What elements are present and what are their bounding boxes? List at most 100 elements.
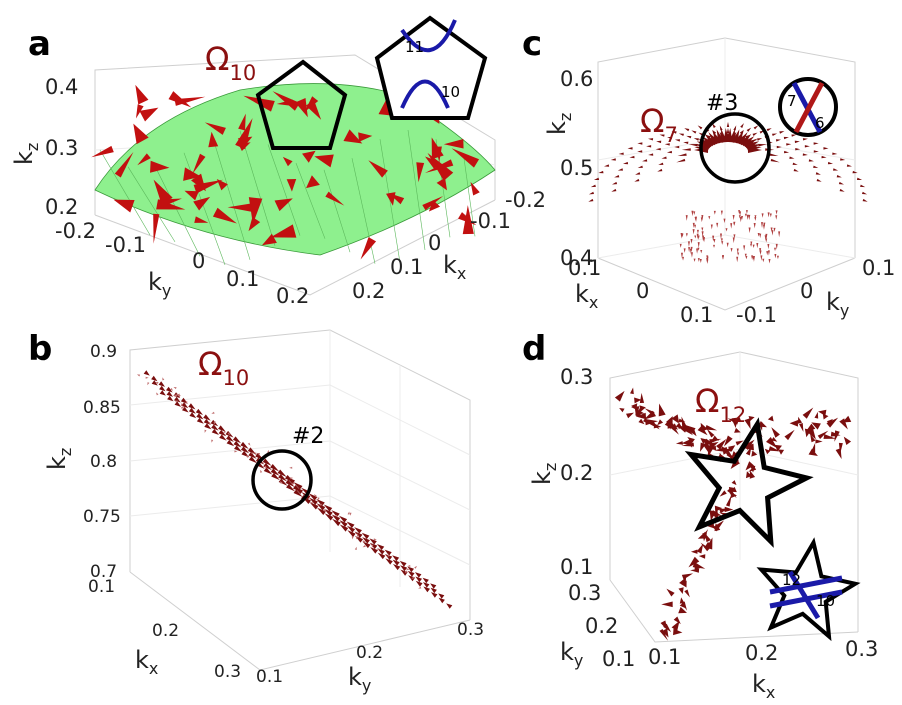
berry-arrow — [399, 560, 407, 567]
berry-arrow — [183, 167, 201, 181]
berry-arrow — [733, 125, 737, 131]
berry-arrow — [664, 143, 670, 146]
berry-arrow — [690, 429, 697, 437]
berry-arrow — [774, 247, 777, 252]
berry-arrow — [195, 408, 204, 416]
berry-arrow — [637, 142, 643, 145]
berry-arrow — [791, 134, 797, 137]
x-tick-c-0: 0.1 — [568, 256, 601, 280]
berry-arrow — [114, 152, 134, 178]
berry-arrow — [369, 542, 378, 550]
z-tick-b-4: 0.7 — [90, 562, 117, 582]
berry-arrow — [689, 248, 692, 254]
berry-arrow — [406, 568, 410, 571]
berry-arrow — [719, 490, 727, 497]
berry-arrow — [696, 233, 699, 239]
berry-arrow — [302, 150, 316, 163]
berry-arrow — [385, 558, 393, 565]
berry-arrow — [346, 521, 355, 529]
berry-arrow — [351, 536, 354, 540]
berry-arrow — [324, 508, 333, 517]
berry-arrow — [680, 252, 683, 259]
berry-arrow — [797, 416, 803, 424]
berry-arrow — [240, 446, 250, 454]
x-tick-b-0: 0.1 — [88, 577, 115, 597]
berry-arrow — [193, 179, 224, 194]
z-tick-d-2: 0.1 — [560, 555, 593, 579]
berry-arrow — [767, 250, 770, 256]
berry-arrow — [136, 374, 141, 377]
berry-arrow — [748, 147, 762, 153]
berry-arrow — [246, 455, 249, 459]
berry-arrow — [346, 525, 356, 533]
berry-arrow — [719, 233, 722, 240]
berry-arrow — [603, 164, 610, 167]
berry-arrow — [793, 168, 799, 172]
berry-arrow — [838, 181, 845, 185]
x-tick-b-2: 0.3 — [214, 662, 241, 682]
berry-arrow — [704, 438, 715, 445]
berry-arrow — [173, 387, 177, 390]
berry-arrow — [634, 408, 639, 418]
berry-arrow — [384, 549, 392, 556]
berry-arrow — [767, 243, 770, 250]
y-tick-d-2: 0.1 — [602, 647, 635, 671]
berry-arrow — [753, 125, 759, 130]
berry-arrow — [286, 483, 296, 492]
axis-label-kx-c: kx — [575, 280, 598, 312]
berry-arrow — [705, 425, 718, 431]
berry-arrow — [700, 422, 708, 433]
berry-arrow — [681, 601, 688, 611]
berry-arrow — [836, 175, 842, 178]
berry-arrow — [679, 577, 687, 587]
berry-arrow — [671, 415, 679, 424]
berry-arrow — [730, 248, 733, 253]
berry-arrow — [362, 545, 366, 548]
berry-arrow — [178, 394, 181, 399]
berry-arrow — [710, 224, 713, 230]
berry-arrow — [204, 122, 226, 135]
berry-arrow — [687, 241, 690, 247]
berry-arrow — [611, 181, 618, 185]
berry-arrow — [839, 418, 848, 430]
berry-arrow — [646, 145, 652, 148]
axis-label-kz-b: kz — [43, 448, 75, 470]
y-tick-a-0: -0.2 — [55, 219, 96, 243]
mesh-line — [323, 169, 351, 253]
berry-arrow — [416, 162, 425, 183]
berry-arrow — [726, 122, 730, 127]
berry-arrow — [234, 445, 242, 452]
berry-arrow — [292, 482, 296, 485]
berry-arrow — [263, 462, 272, 471]
berry-arrow — [700, 217, 703, 223]
berry-arrow — [762, 258, 765, 263]
berry-arrow — [630, 387, 634, 395]
berry-arrow — [423, 586, 431, 593]
berry-arrow — [843, 436, 852, 445]
berry-arrow — [661, 628, 669, 638]
berry-arrow — [766, 251, 769, 256]
berry-arrow — [756, 243, 759, 249]
berry-arrow — [627, 147, 633, 150]
berry-arrow — [769, 213, 772, 218]
berry-arrow — [278, 473, 288, 482]
berry-arrow — [147, 382, 150, 386]
y-tick-b-0: 0.1 — [256, 667, 283, 687]
berry-arrow — [233, 440, 242, 448]
berry-arrow — [211, 411, 215, 414]
berry-arrow — [264, 465, 267, 469]
berry-arrow — [610, 158, 616, 161]
berry-arrow — [685, 233, 688, 237]
berry-arrow — [155, 382, 159, 384]
berry-arrow — [430, 583, 437, 589]
berry-arrow — [392, 555, 400, 562]
berry-arrow — [638, 418, 645, 425]
berry-arrow — [428, 199, 441, 212]
panel-label-c: c — [522, 24, 542, 64]
berry-arrow — [305, 100, 322, 120]
berry-arrow — [637, 150, 643, 153]
berry-arrow — [343, 129, 363, 144]
berry-arrow — [159, 385, 166, 392]
berry-arrow — [598, 170, 604, 174]
